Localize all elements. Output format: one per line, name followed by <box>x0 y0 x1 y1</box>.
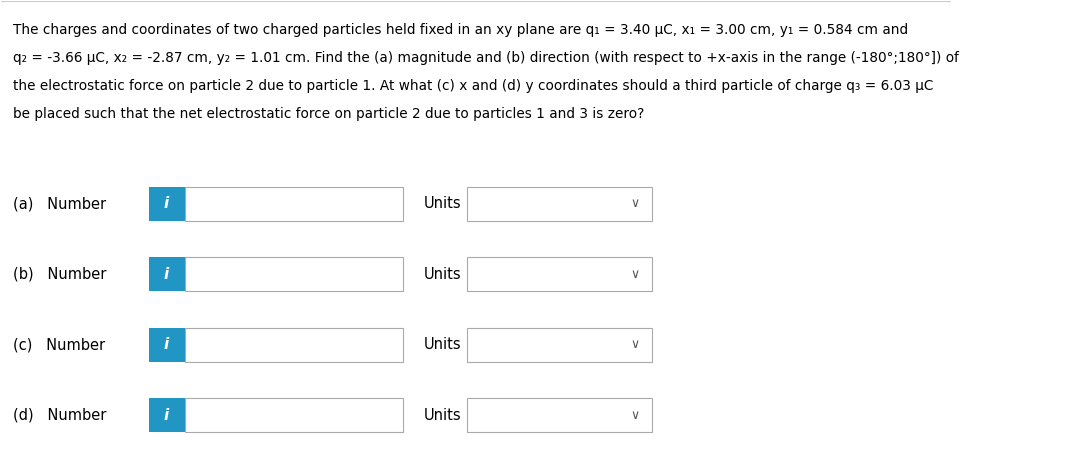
Text: (b)   Number: (b) Number <box>13 267 106 281</box>
Text: ∨: ∨ <box>630 197 640 210</box>
FancyBboxPatch shape <box>467 398 651 432</box>
Text: Units: Units <box>424 196 461 211</box>
FancyBboxPatch shape <box>148 398 185 432</box>
Text: the electrostatic force on particle 2 due to particle 1. At what (c) x and (d) y: the electrostatic force on particle 2 du… <box>13 79 933 93</box>
Text: i: i <box>164 267 169 281</box>
FancyBboxPatch shape <box>185 328 403 361</box>
Text: (d)   Number: (d) Number <box>13 408 106 423</box>
Text: q₂ = -3.66 μC, x₂ = -2.87 cm, y₂ = 1.01 cm. Find the (a) magnitude and (b) direc: q₂ = -3.66 μC, x₂ = -2.87 cm, y₂ = 1.01 … <box>13 51 959 65</box>
FancyBboxPatch shape <box>185 187 403 220</box>
FancyBboxPatch shape <box>148 328 185 361</box>
FancyBboxPatch shape <box>185 398 403 432</box>
Text: ∨: ∨ <box>630 268 640 280</box>
Text: ∨: ∨ <box>630 338 640 351</box>
FancyBboxPatch shape <box>148 257 185 291</box>
Text: Units: Units <box>424 337 461 352</box>
Text: i: i <box>164 196 169 211</box>
Text: be placed such that the net electrostatic force on particle 2 due to particles 1: be placed such that the net electrostati… <box>13 107 644 121</box>
Text: i: i <box>164 337 169 352</box>
Text: (a)   Number: (a) Number <box>13 196 106 211</box>
FancyBboxPatch shape <box>148 187 185 220</box>
FancyBboxPatch shape <box>467 328 651 361</box>
Text: i: i <box>164 408 169 423</box>
FancyBboxPatch shape <box>467 257 651 291</box>
Text: Units: Units <box>424 267 461 281</box>
Text: ∨: ∨ <box>630 409 640 422</box>
Text: The charges and coordinates of two charged particles held fixed in an xy plane a: The charges and coordinates of two charg… <box>13 23 908 36</box>
Text: (c)   Number: (c) Number <box>13 337 105 352</box>
FancyBboxPatch shape <box>185 257 403 291</box>
FancyBboxPatch shape <box>467 187 651 220</box>
Text: Units: Units <box>424 408 461 423</box>
